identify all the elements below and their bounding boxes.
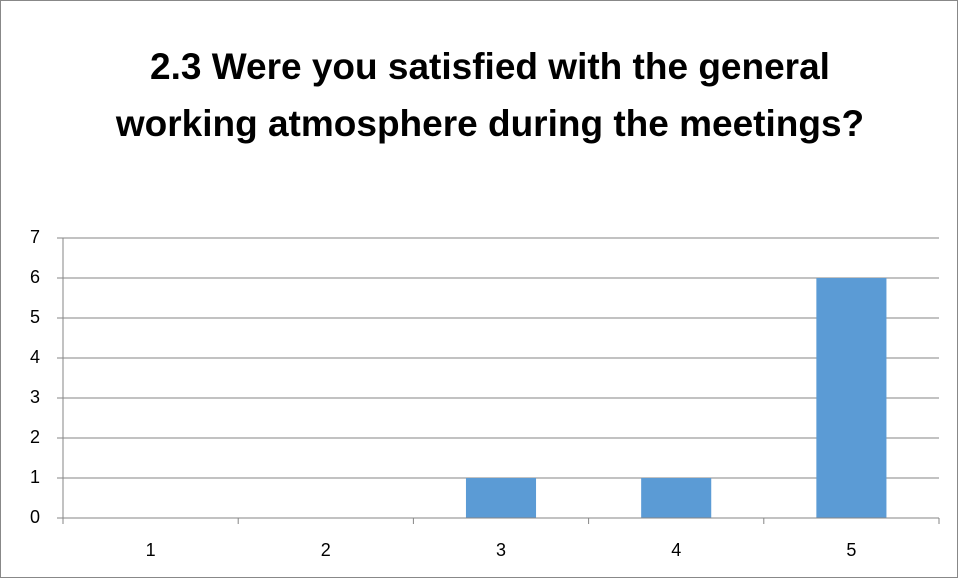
chart-title: 2.3 Were you satisfied with the general … — [115, 46, 865, 144]
bar — [641, 478, 712, 518]
bar — [816, 278, 887, 518]
x-tick-label: 3 — [496, 540, 506, 560]
y-tick-label: 6 — [30, 267, 40, 287]
x-tick-label: 1 — [146, 540, 156, 560]
bar — [465, 478, 537, 518]
x-tick-label: 4 — [671, 540, 681, 560]
x-tick-label: 5 — [846, 540, 856, 560]
y-tick-label: 2 — [30, 427, 40, 447]
y-tick-label: 0 — [30, 507, 40, 527]
x-tick-label: 2 — [321, 540, 331, 560]
y-tick-label: 3 — [30, 387, 40, 407]
y-tick-label: 5 — [30, 307, 40, 327]
y-tick-label: 1 — [30, 467, 40, 487]
y-tick-label: 4 — [30, 347, 40, 367]
y-tick-label: 7 — [30, 227, 40, 247]
